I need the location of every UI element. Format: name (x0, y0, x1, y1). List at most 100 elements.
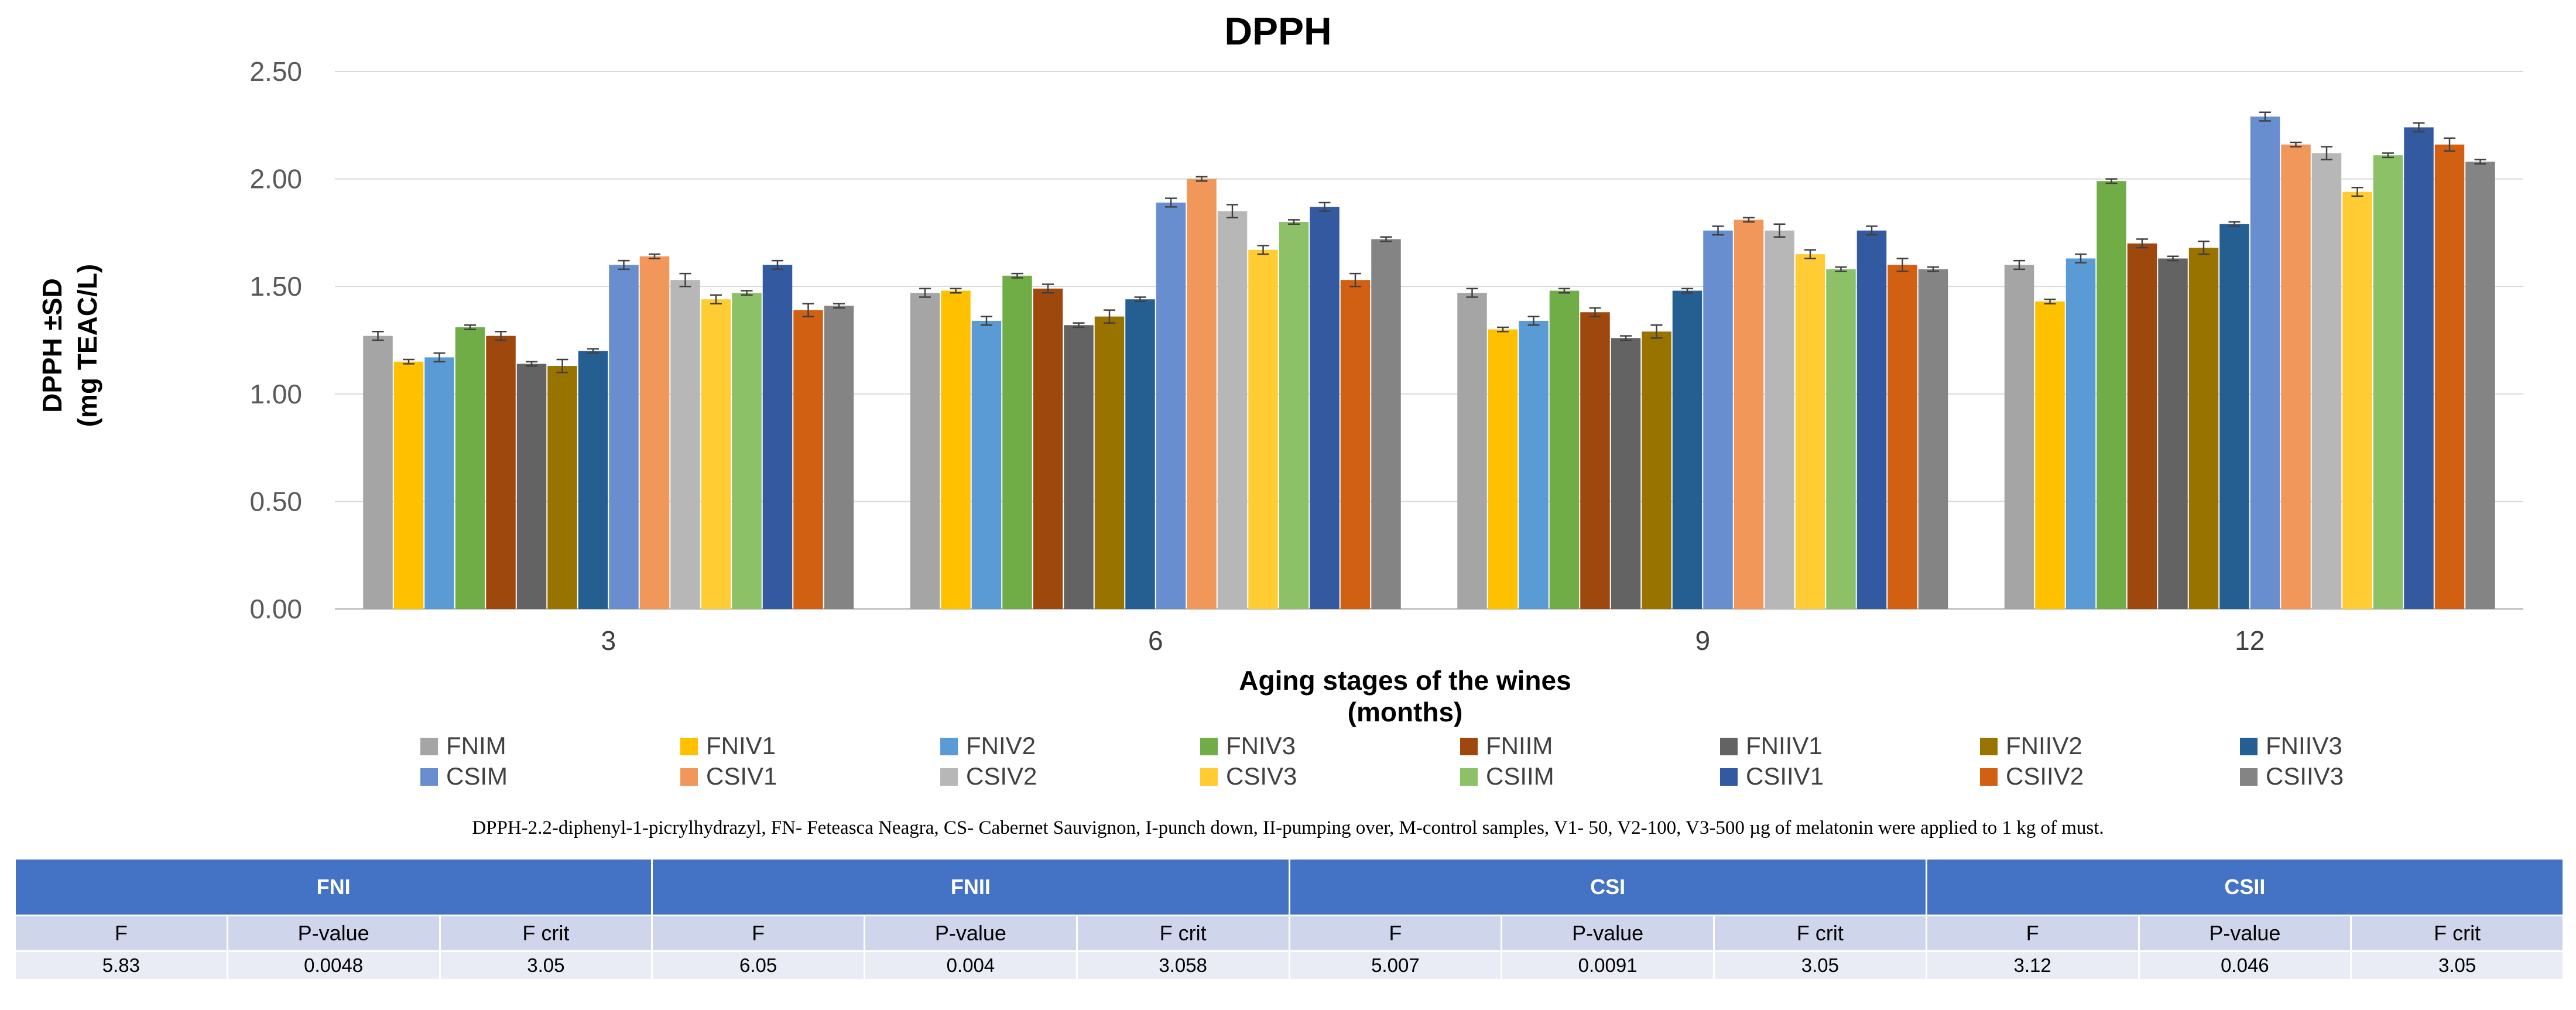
legend-label: CSIV1 (706, 762, 777, 790)
y-tick-label: 2.00 (249, 164, 302, 194)
bar (2250, 117, 2280, 609)
table-cell: 3.12 (1925, 950, 2140, 981)
bar (424, 357, 454, 609)
bars (363, 117, 2495, 610)
column-header: F (651, 915, 865, 952)
legend-label: CSIIV2 (2006, 762, 2084, 790)
bar (1549, 290, 1580, 609)
legend-swatch (1720, 738, 1738, 755)
bar (1457, 293, 1487, 609)
bar (824, 306, 854, 609)
bar (2311, 153, 2342, 609)
x-axis-categories: 3 6 9 12 (601, 625, 2265, 656)
legend-label: FNIIV2 (2006, 732, 2082, 759)
bar (1002, 275, 1032, 610)
group-header: CSI (1288, 858, 1927, 916)
column-header: F (1925, 915, 2140, 952)
legend-label: FNIIV1 (1746, 732, 1823, 759)
table-cell: 5.83 (14, 950, 228, 981)
legend-swatch (680, 738, 698, 755)
bar (793, 310, 823, 609)
x-tick-label: 9 (1695, 625, 1710, 656)
y-axis-title: DPPH ±SD (mg TEAC/L) (37, 264, 102, 427)
bar (363, 335, 393, 609)
bar (2035, 301, 2065, 609)
bar (1856, 230, 1887, 609)
legend-label: FNIV2 (966, 732, 1036, 759)
legend-label: CSIIM (1486, 762, 1554, 790)
legend-label: FNIM (446, 732, 506, 759)
bar (2065, 258, 2096, 609)
legend-label: CSIIV3 (2266, 762, 2344, 790)
table-cell: 3.05 (439, 950, 653, 981)
bar (455, 327, 485, 609)
bar (941, 290, 971, 609)
legend-label: FNIV3 (1226, 732, 1296, 759)
bar (1488, 329, 1518, 609)
legend-swatch (1720, 768, 1738, 786)
y-tick-label: 1.00 (249, 379, 302, 409)
table-header-row: F P-value F crit F P-value F crit F P-va… (14, 915, 2564, 952)
legend-swatch (680, 768, 698, 786)
legend-label: CSIV2 (966, 762, 1037, 790)
bar (578, 351, 608, 609)
legend-swatch (1980, 768, 1998, 786)
bar (910, 293, 940, 609)
bar (1217, 211, 1248, 609)
bar (1248, 249, 1278, 609)
chart: DPPH 0.00 0.50 1.00 1.50 2.00 2.50 3 6 9 12 DPPH… (37, 9, 2523, 790)
bar (1795, 254, 1825, 609)
bar (1279, 222, 1309, 609)
bar (1642, 331, 1671, 609)
legend-swatch (420, 768, 438, 786)
bar (2219, 224, 2249, 609)
group-header: CSII (1925, 858, 2565, 916)
legend-swatch (940, 738, 958, 755)
column-header: P-value (1501, 915, 1715, 952)
column-header: F crit (1713, 915, 1927, 952)
column-header: F (1288, 915, 1503, 952)
legend-swatch (1460, 768, 1478, 786)
bar (2342, 191, 2372, 610)
y-axis-title-line: (mg TEAC/L) (72, 264, 102, 427)
bar (1371, 239, 1401, 609)
table-cell: 6.05 (651, 950, 865, 981)
x-tick-label: 12 (2235, 625, 2265, 656)
table-cell: 3.058 (1075, 950, 1290, 981)
chart-title: DPPH (1224, 9, 1331, 53)
bar (1033, 288, 1063, 609)
x-tick-label: 6 (1148, 625, 1163, 656)
bar (1125, 299, 1155, 609)
bar (1826, 269, 1856, 610)
bar (1918, 269, 1948, 610)
bar (1734, 220, 1764, 609)
legend-label: FNIIV3 (2266, 732, 2342, 759)
group-header: FNII (651, 858, 1290, 916)
bar (1519, 320, 1549, 609)
bar (2127, 243, 2157, 609)
bar (1064, 325, 1094, 609)
legend-swatch (2240, 738, 2258, 755)
x-axis-title-line: Aging stages of the wines (1239, 665, 1571, 696)
bar (1156, 202, 1186, 609)
bar (762, 265, 793, 610)
bar (2465, 162, 2495, 609)
group-header: FNI (13, 858, 653, 916)
bar (732, 293, 762, 609)
bar (547, 366, 577, 609)
table-cell: 0.0091 (1501, 950, 1715, 981)
column-header: F crit (439, 915, 653, 952)
bar (1888, 265, 1917, 610)
bar (2004, 265, 2034, 610)
y-axis-title-line: DPPH ±SD (37, 278, 67, 413)
table-cell: 0.004 (864, 950, 1078, 981)
bar (516, 364, 547, 609)
x-axis-title: Aging stages of the wines(months) (1239, 665, 1571, 727)
error-bars (372, 111, 2486, 374)
legend-swatch (1200, 738, 1218, 755)
bar (1580, 312, 1610, 609)
y-tick-label: 0.00 (249, 594, 302, 624)
bar (1187, 179, 1217, 610)
column-header: F crit (1075, 915, 1290, 952)
bar (2373, 155, 2403, 609)
